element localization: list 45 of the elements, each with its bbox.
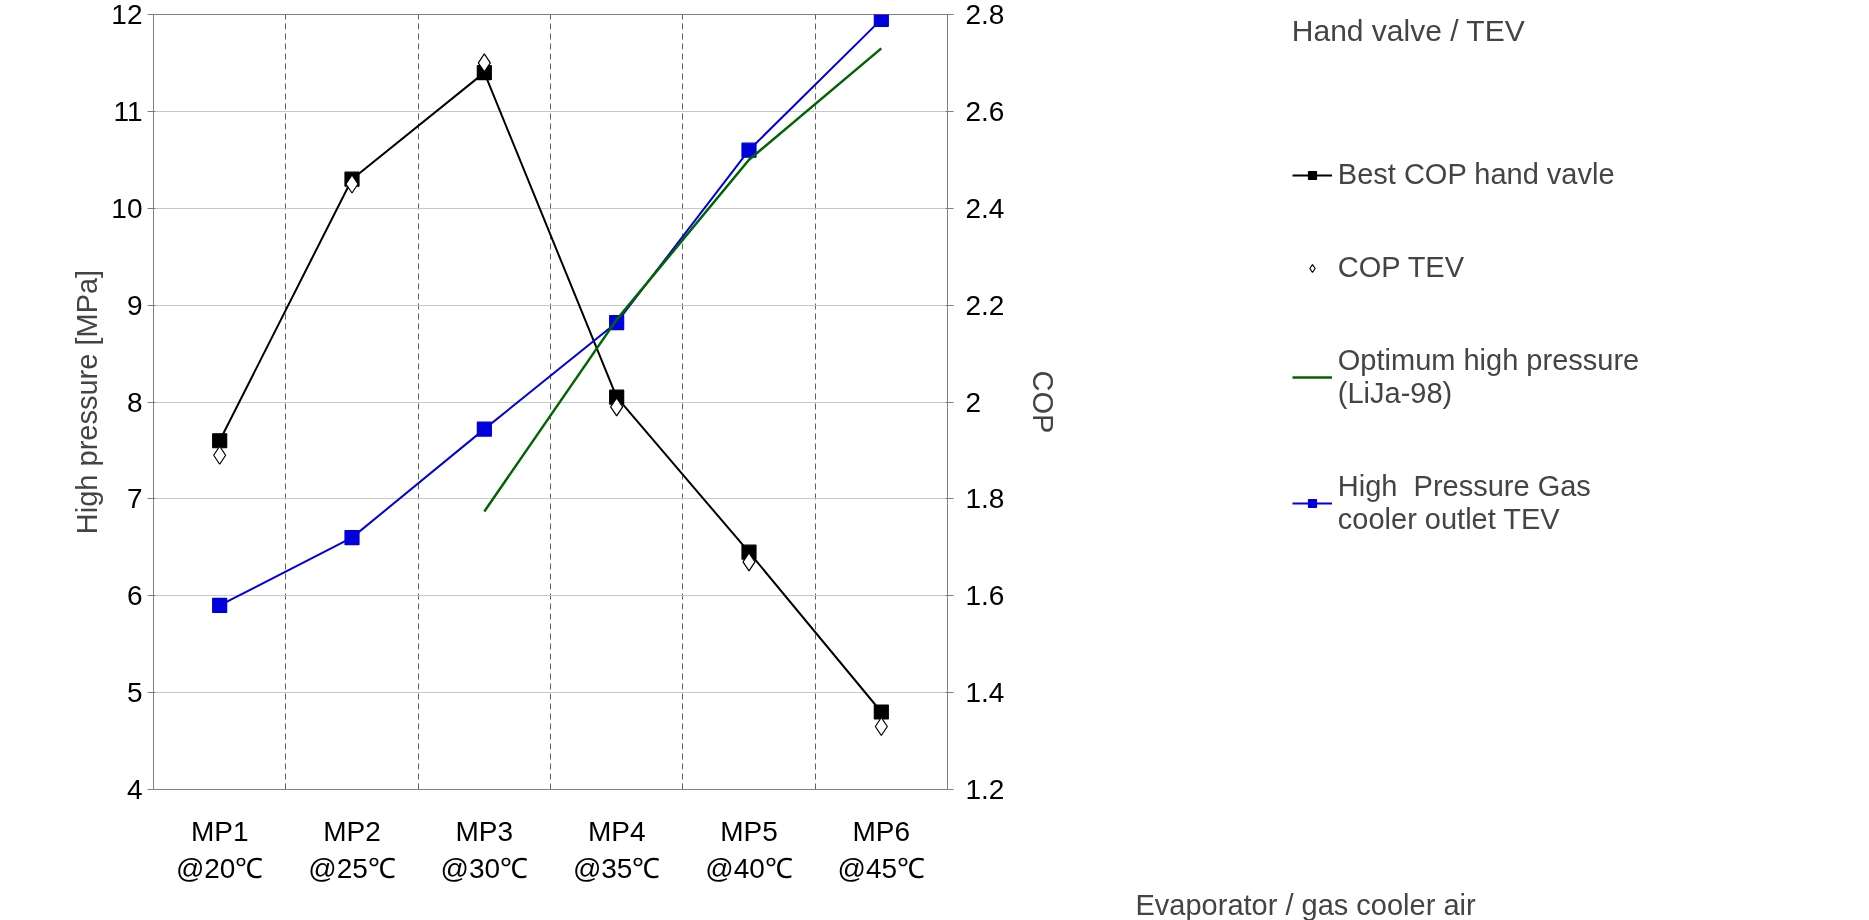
y2-tick-label: 2.4 [965,192,1005,224]
line-series [483,47,883,513]
y-tick-label: 7 [126,483,143,515]
point [212,433,228,449]
x-tick-label: MP5 @40℃ [705,815,793,884]
y2-tick-label: 2.8 [965,0,1005,30]
legend-label: Optimum high pressure (LiJa-98) [1337,344,1640,410]
y2-tick-label: 1.8 [965,483,1005,515]
x-tick-label: MP1 @20℃ [175,815,264,884]
y2-tick-label: 1.2 [965,774,1005,805]
y-tick-label: 4 [126,774,143,805]
y2-tick-label: 2.2 [965,289,1005,321]
point [344,530,360,546]
x-axis-title: Evaporator / gas cooler air [1135,888,1476,920]
point [741,142,757,158]
x-tick-label: MP6 @45℃ [837,815,926,884]
y-tick-label: 11 [113,95,143,127]
point [610,397,624,417]
x-tick-label: MP3 @30℃ [440,815,529,884]
y2-tick-label: 2.6 [965,95,1005,127]
y-tick-label: 5 [126,677,143,709]
point [212,597,228,614]
y2-tick-label: 2 [965,386,982,418]
x-tick-label: MP2 @25℃ [308,815,396,884]
point [476,421,492,437]
y2-tick-label: 1.6 [965,580,1005,612]
y-tick-label: 10 [111,192,143,224]
y-tick-label: 9 [126,289,143,321]
text: Hand valve / TEV [1291,14,1526,48]
y2-axis-title: COP [1027,370,1060,434]
point [213,445,227,465]
x-tick-label: MP4 @35℃ [572,815,661,884]
point [477,53,491,73]
point [873,14,889,27]
point [873,704,889,720]
legend-label: Best COP hand vavle [1337,158,1615,191]
y-axis-title: High pressure [MPa] [71,269,104,535]
y-tick-label: 12 [111,0,143,30]
legend-label: High Pressure Gas cooler outlet TEV [1337,470,1591,536]
y-tick-label: 6 [126,580,143,612]
legend-label: COP TEV [1337,251,1465,284]
point [345,174,359,194]
y-tick-label: 8 [126,386,143,418]
point [742,552,756,572]
y2-tick-label: 1.4 [965,677,1005,709]
